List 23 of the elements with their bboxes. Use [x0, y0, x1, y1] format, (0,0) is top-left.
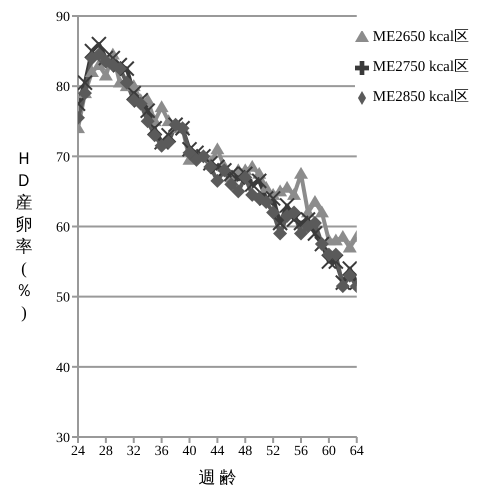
y-tick-label: 60: [56, 220, 70, 236]
y-tick-label: 30: [56, 430, 70, 446]
y-axis-title: ＨＤ産卵率(％): [14, 148, 34, 324]
legend-label: ME2850 kcal区: [372, 89, 469, 105]
x-tick-label: 40: [182, 444, 197, 459]
y-tick-label: 40: [56, 360, 70, 376]
y-tick-label: 90: [56, 10, 70, 25]
x-tick-label: 64: [350, 444, 364, 459]
legend-label: ME2750 kcal区: [372, 59, 469, 75]
y-tick-label: 80: [56, 80, 70, 96]
x-tick-label: 32: [126, 444, 141, 459]
x-tick-label: 60: [322, 444, 336, 459]
x-tick-label: 44: [210, 444, 224, 459]
x-tick-label: 24: [71, 444, 85, 459]
legend-label: ME2650 kcal区: [372, 29, 469, 45]
y-tick-label: 50: [56, 290, 70, 306]
x-tick-label: 52: [266, 444, 280, 459]
x-tick-label: 36: [154, 444, 169, 459]
y-tick-label: 70: [56, 150, 70, 166]
x-tick-label: 28: [98, 444, 113, 459]
x-tick-label: 56: [294, 444, 308, 459]
x-axis-title: 週 齢: [198, 468, 237, 487]
x-tick-label: 48: [238, 444, 252, 459]
